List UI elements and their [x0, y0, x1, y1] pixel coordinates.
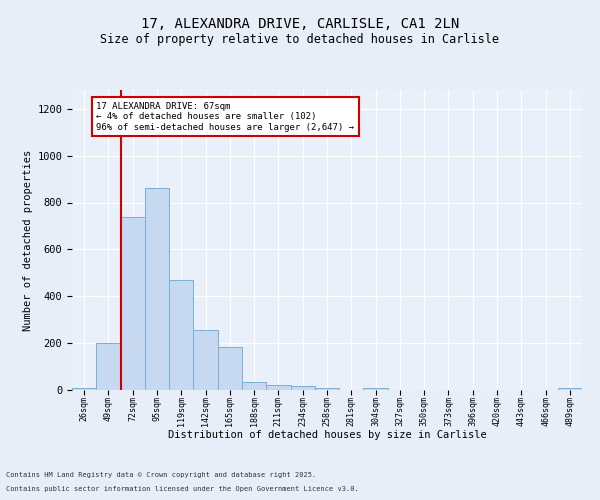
Bar [145, 188, 169, 390]
Bar [558, 388, 582, 390]
Bar [72, 388, 96, 390]
X-axis label: Distribution of detached houses by size in Carlisle: Distribution of detached houses by size … [167, 430, 487, 440]
Bar [169, 280, 193, 390]
Bar [193, 330, 218, 390]
Text: Contains public sector information licensed under the Open Government Licence v3: Contains public sector information licen… [6, 486, 359, 492]
Text: Size of property relative to detached houses in Carlisle: Size of property relative to detached ho… [101, 32, 499, 46]
Bar [242, 382, 266, 390]
Bar [315, 388, 339, 390]
Bar [96, 343, 121, 390]
Bar [218, 347, 242, 390]
Bar [364, 388, 388, 390]
Y-axis label: Number of detached properties: Number of detached properties [23, 150, 33, 330]
Text: 17 ALEXANDRA DRIVE: 67sqm
← 4% of detached houses are smaller (102)
96% of semi-: 17 ALEXANDRA DRIVE: 67sqm ← 4% of detach… [96, 102, 354, 132]
Text: 17, ALEXANDRA DRIVE, CARLISLE, CA1 2LN: 17, ALEXANDRA DRIVE, CARLISLE, CA1 2LN [141, 18, 459, 32]
Bar [266, 385, 290, 390]
Text: Contains HM Land Registry data © Crown copyright and database right 2025.: Contains HM Land Registry data © Crown c… [6, 472, 316, 478]
Bar [290, 386, 315, 390]
Bar [121, 216, 145, 390]
